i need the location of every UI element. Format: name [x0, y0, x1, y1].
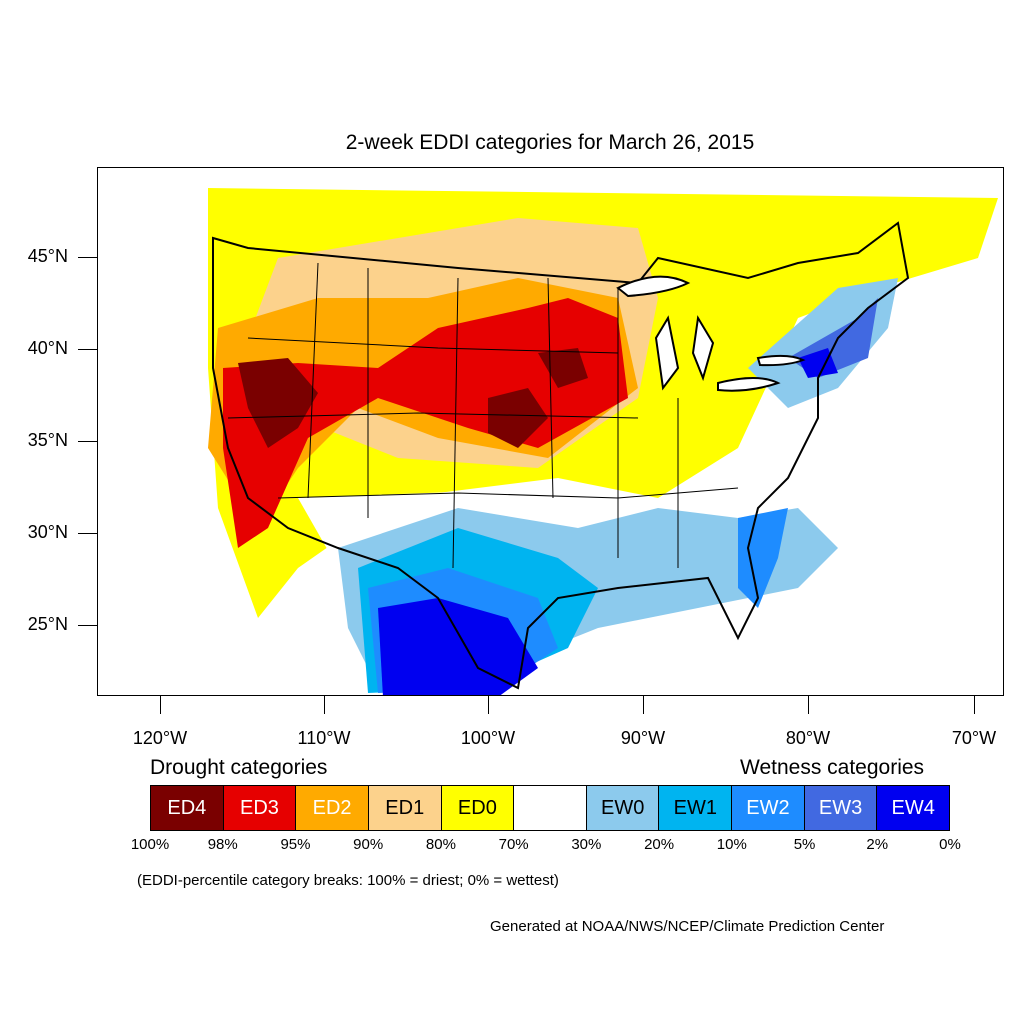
percentile-label: 0%: [939, 836, 961, 853]
percentile-label: 2%: [866, 836, 889, 853]
legend-cell-ew1: EW1: [659, 786, 733, 830]
percentile-label: 20%: [644, 836, 675, 853]
percentile-label: 90%: [353, 836, 384, 853]
percentile-label: 30%: [571, 836, 602, 853]
lat-label-30: 30°N: [27, 522, 68, 542]
map-panel: [97, 167, 1004, 696]
legend-cell-ew4: EW4: [877, 786, 950, 830]
lat-tick: [78, 533, 97, 534]
percentile-note: (EDDI-percentile category breaks: 100% =…: [137, 872, 559, 889]
lon-tick: [160, 696, 161, 714]
region-ed4-north: [538, 348, 588, 388]
lat-tick: [78, 441, 97, 442]
lat-tick: [78, 349, 97, 350]
percentile-label: 5%: [793, 836, 816, 853]
legend-cell-ed2: ED2: [296, 786, 369, 830]
percentile-label: 10%: [716, 836, 747, 853]
legend-cell-ew2: EW2: [732, 786, 805, 830]
category-legend: ED4 ED3 ED2 ED1 ED0 EW0 EW1 EW2 EW3 EW4: [150, 785, 950, 831]
percentile-label: 98%: [207, 836, 238, 853]
region-se-ew: [738, 508, 788, 608]
legend-cell-ed3: ED3: [223, 786, 297, 830]
map-title: 2-week EDDI categories for March 26, 201…: [345, 131, 755, 154]
region-ed4-plains: [488, 388, 548, 448]
lon-tick: [808, 696, 809, 714]
lon-tick: [974, 696, 975, 714]
lat-tick: [78, 625, 97, 626]
lon-tick: [643, 696, 644, 714]
lat-label-45: 45°N: [27, 246, 68, 266]
lon-tick: [488, 696, 489, 714]
region-ed4-west: [238, 358, 318, 448]
state-boundaries: [227, 262, 739, 569]
lat-label-25: 25°N: [27, 614, 68, 634]
percentile-label: 80%: [425, 836, 456, 853]
lon-label-90w: 90°W: [620, 728, 666, 748]
percentile-label: 100%: [130, 836, 170, 853]
region-ew4: [378, 598, 538, 695]
lon-tick: [324, 696, 325, 714]
lat-tick: [78, 257, 97, 258]
credit-text: Generated at NOAA/NWS/NCEP/Climate Predi…: [490, 918, 885, 935]
legend-cell-ed4: ED4: [151, 786, 224, 830]
percentile-label: 70%: [498, 836, 529, 853]
lon-label-80w: 80°W: [785, 728, 831, 748]
lat-label-40: 40°N: [27, 338, 68, 358]
legend-cell-ed1: ED1: [368, 786, 442, 830]
legend-cell-ew0: EW0: [586, 786, 660, 830]
wetness-heading: Wetness categories: [740, 756, 925, 779]
legend-cell-neutral: [514, 786, 587, 830]
region-ne-ew4: [798, 348, 838, 378]
lon-label-120w: 120°W: [132, 728, 188, 748]
lon-label-110w: 110°W: [297, 728, 351, 748]
lat-label-35: 35°N: [27, 430, 68, 450]
region-ed3: [223, 298, 628, 548]
us-outline: [212, 221, 910, 690]
percentile-label: 95%: [280, 836, 311, 853]
drought-heading: Drought categories: [150, 756, 328, 779]
great-lakes: [616, 275, 806, 392]
eddi-map: [208, 188, 998, 695]
lon-label-70w: 70°W: [951, 728, 997, 748]
legend-cell-ed0: ED0: [441, 786, 515, 830]
legend-cell-ew3: EW3: [804, 786, 878, 830]
lon-label-100w: 100°W: [460, 728, 516, 748]
